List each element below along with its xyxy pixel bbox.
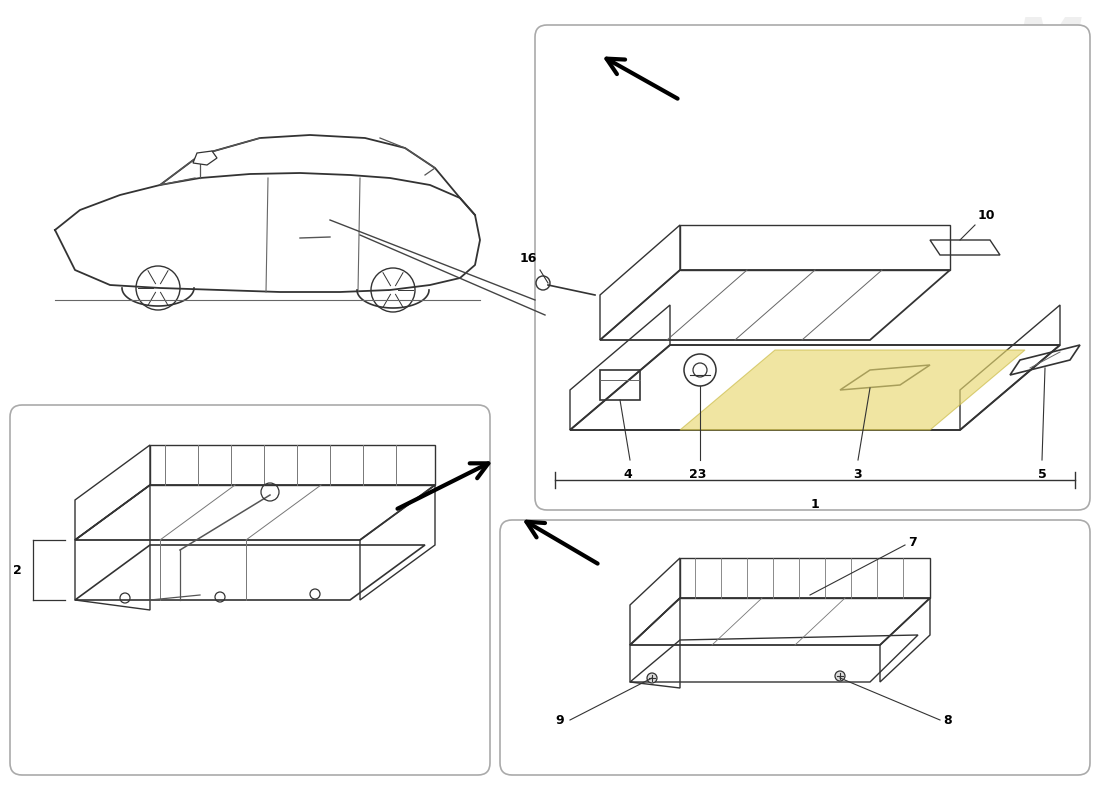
Text: 16: 16	[519, 252, 537, 265]
Polygon shape	[192, 151, 217, 165]
Text: a passion for parts: a passion for parts	[653, 610, 867, 710]
FancyBboxPatch shape	[500, 520, 1090, 775]
Text: 5: 5	[1037, 468, 1046, 481]
Text: M: M	[1013, 14, 1082, 82]
Text: a passion for parts: a passion for parts	[164, 559, 376, 661]
Text: 10: 10	[978, 209, 996, 222]
Text: 9: 9	[556, 714, 564, 726]
Text: 7: 7	[908, 535, 916, 549]
Polygon shape	[680, 350, 1025, 430]
Text: 2: 2	[13, 563, 22, 577]
Text: 1: 1	[811, 498, 819, 511]
Text: 3: 3	[854, 468, 862, 481]
Text: 8: 8	[943, 714, 951, 726]
Text: a passion for parts: a passion for parts	[538, 352, 822, 488]
Circle shape	[647, 673, 657, 683]
Circle shape	[835, 671, 845, 681]
FancyBboxPatch shape	[10, 405, 490, 775]
Text: 23: 23	[690, 468, 706, 481]
Text: 4: 4	[624, 468, 632, 481]
FancyBboxPatch shape	[535, 25, 1090, 510]
